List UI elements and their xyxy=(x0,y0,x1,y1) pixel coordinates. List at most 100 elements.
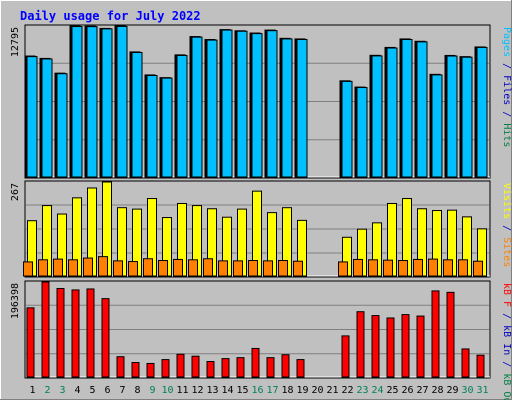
bar-pages xyxy=(56,73,68,178)
bar-kb-f xyxy=(41,281,50,378)
legend-entry: / xyxy=(501,355,512,373)
panel-legend: Pages / Files / Hits xyxy=(501,27,512,147)
legend-entry: kB In xyxy=(501,325,512,355)
panel-legend: kB F / kB In / kB Out xyxy=(501,283,512,400)
bar-pages xyxy=(131,51,143,178)
x-tick-label: 4 xyxy=(74,385,80,396)
x-tick-label: 22 xyxy=(341,385,353,396)
bar-pages xyxy=(446,55,458,178)
x-tick-label: 27 xyxy=(416,385,428,396)
x-tick-label: 12 xyxy=(191,385,203,396)
bar-pages xyxy=(26,56,38,178)
bar-sites xyxy=(443,259,453,277)
x-tick-label: 6 xyxy=(104,385,110,396)
x-tick-label: 2 xyxy=(44,385,50,396)
bar-sites xyxy=(278,260,288,277)
x-tick-label: 1 xyxy=(29,385,35,396)
bar-kb-f xyxy=(266,357,275,378)
bar-sites xyxy=(53,258,63,277)
bar-pages xyxy=(236,30,248,178)
bar-kb-f xyxy=(221,358,230,378)
legend-entry: Sites xyxy=(501,237,512,267)
x-tick-label: 15 xyxy=(236,385,248,396)
bar-sites xyxy=(68,259,78,277)
legend-entry: / xyxy=(501,57,512,75)
bar-kb-f xyxy=(386,317,395,378)
legend-entry: Hits xyxy=(501,123,512,147)
bar-sites xyxy=(263,260,273,277)
bar-sites xyxy=(83,257,93,277)
legend-entry: / xyxy=(501,105,512,123)
bar-kb-f xyxy=(176,353,185,378)
bar-sites xyxy=(293,260,303,277)
bar-sites xyxy=(158,260,168,277)
x-tick-label: 25 xyxy=(386,385,398,396)
x-tick-label: 7 xyxy=(119,385,125,396)
bar-pages xyxy=(101,28,113,178)
bar-kb-f xyxy=(476,354,485,378)
x-tick-label: 20 xyxy=(311,385,323,396)
bar-pages xyxy=(296,39,308,178)
bar-kb-f xyxy=(131,361,140,378)
x-tick-label: 11 xyxy=(176,385,188,396)
bar-kb-f xyxy=(281,354,290,378)
bar-kb-f xyxy=(371,315,380,378)
bar-kb-f xyxy=(416,315,425,378)
x-tick-label: 28 xyxy=(431,385,443,396)
bar-kb-f xyxy=(446,291,455,378)
bar-kb-f xyxy=(206,361,215,378)
bar-sites xyxy=(188,259,198,277)
bar-sites xyxy=(113,260,123,277)
bar-kb-f xyxy=(356,311,365,378)
x-tick-label: 26 xyxy=(401,385,413,396)
bar-sites xyxy=(398,260,408,277)
x-tick-label: 18 xyxy=(281,385,293,396)
bar-kb-f xyxy=(431,290,440,378)
bar-pages xyxy=(86,26,98,178)
panel-max-label: 267 xyxy=(10,183,21,201)
x-tick-label: 31 xyxy=(476,385,488,396)
x-tick-label: 29 xyxy=(446,385,458,396)
panel-hits-files-pages: 12795 Pages / Files / Hits xyxy=(10,24,512,179)
bar-sites xyxy=(458,259,468,277)
bar-sites xyxy=(338,261,348,277)
bar-kb-f xyxy=(146,362,155,378)
panel-legend: Visits / Sites xyxy=(501,183,512,267)
bar-kb-f xyxy=(461,348,470,378)
bar-sites xyxy=(143,258,153,277)
bar-sites xyxy=(218,260,228,277)
bar-pages xyxy=(146,75,158,178)
x-tick-label: 21 xyxy=(326,385,338,396)
legend-entry: kB F xyxy=(501,283,512,307)
x-tick-label: 8 xyxy=(134,385,140,396)
x-tick-label: 10 xyxy=(161,385,173,396)
x-tick-label: 5 xyxy=(89,385,95,396)
panel-visits-sites: 267 Visits / Sites xyxy=(10,180,512,278)
bar-sites xyxy=(233,260,243,277)
chart-title: Daily usage for July 2022 xyxy=(20,9,201,23)
x-tick-label: 23 xyxy=(356,385,368,396)
legend-entry: Visits xyxy=(501,183,512,219)
bar-pages xyxy=(416,41,428,178)
bar-sites xyxy=(173,258,183,277)
x-tick-label: 13 xyxy=(206,385,218,396)
bar-pages xyxy=(176,54,188,178)
bar-kb-f xyxy=(296,359,305,378)
bar-sites xyxy=(368,259,378,277)
x-tick-label: 14 xyxy=(221,385,233,396)
bar-pages xyxy=(341,80,353,178)
bar-pages xyxy=(281,38,293,178)
bar-pages xyxy=(401,39,413,178)
x-tick-label: 3 xyxy=(59,385,65,396)
panel-max-label: 12795 xyxy=(10,27,21,57)
bar-kb-f xyxy=(341,335,350,378)
bar-sites xyxy=(383,259,393,277)
legend-entry: / xyxy=(501,219,512,237)
bar-pages xyxy=(461,56,473,178)
bar-kb-f xyxy=(191,355,200,378)
panel-max-label: 196398 xyxy=(10,283,21,319)
bar-pages xyxy=(161,77,173,178)
bar-kb-f xyxy=(71,289,80,378)
bar-pages xyxy=(221,29,233,178)
bar-pages xyxy=(191,36,203,178)
